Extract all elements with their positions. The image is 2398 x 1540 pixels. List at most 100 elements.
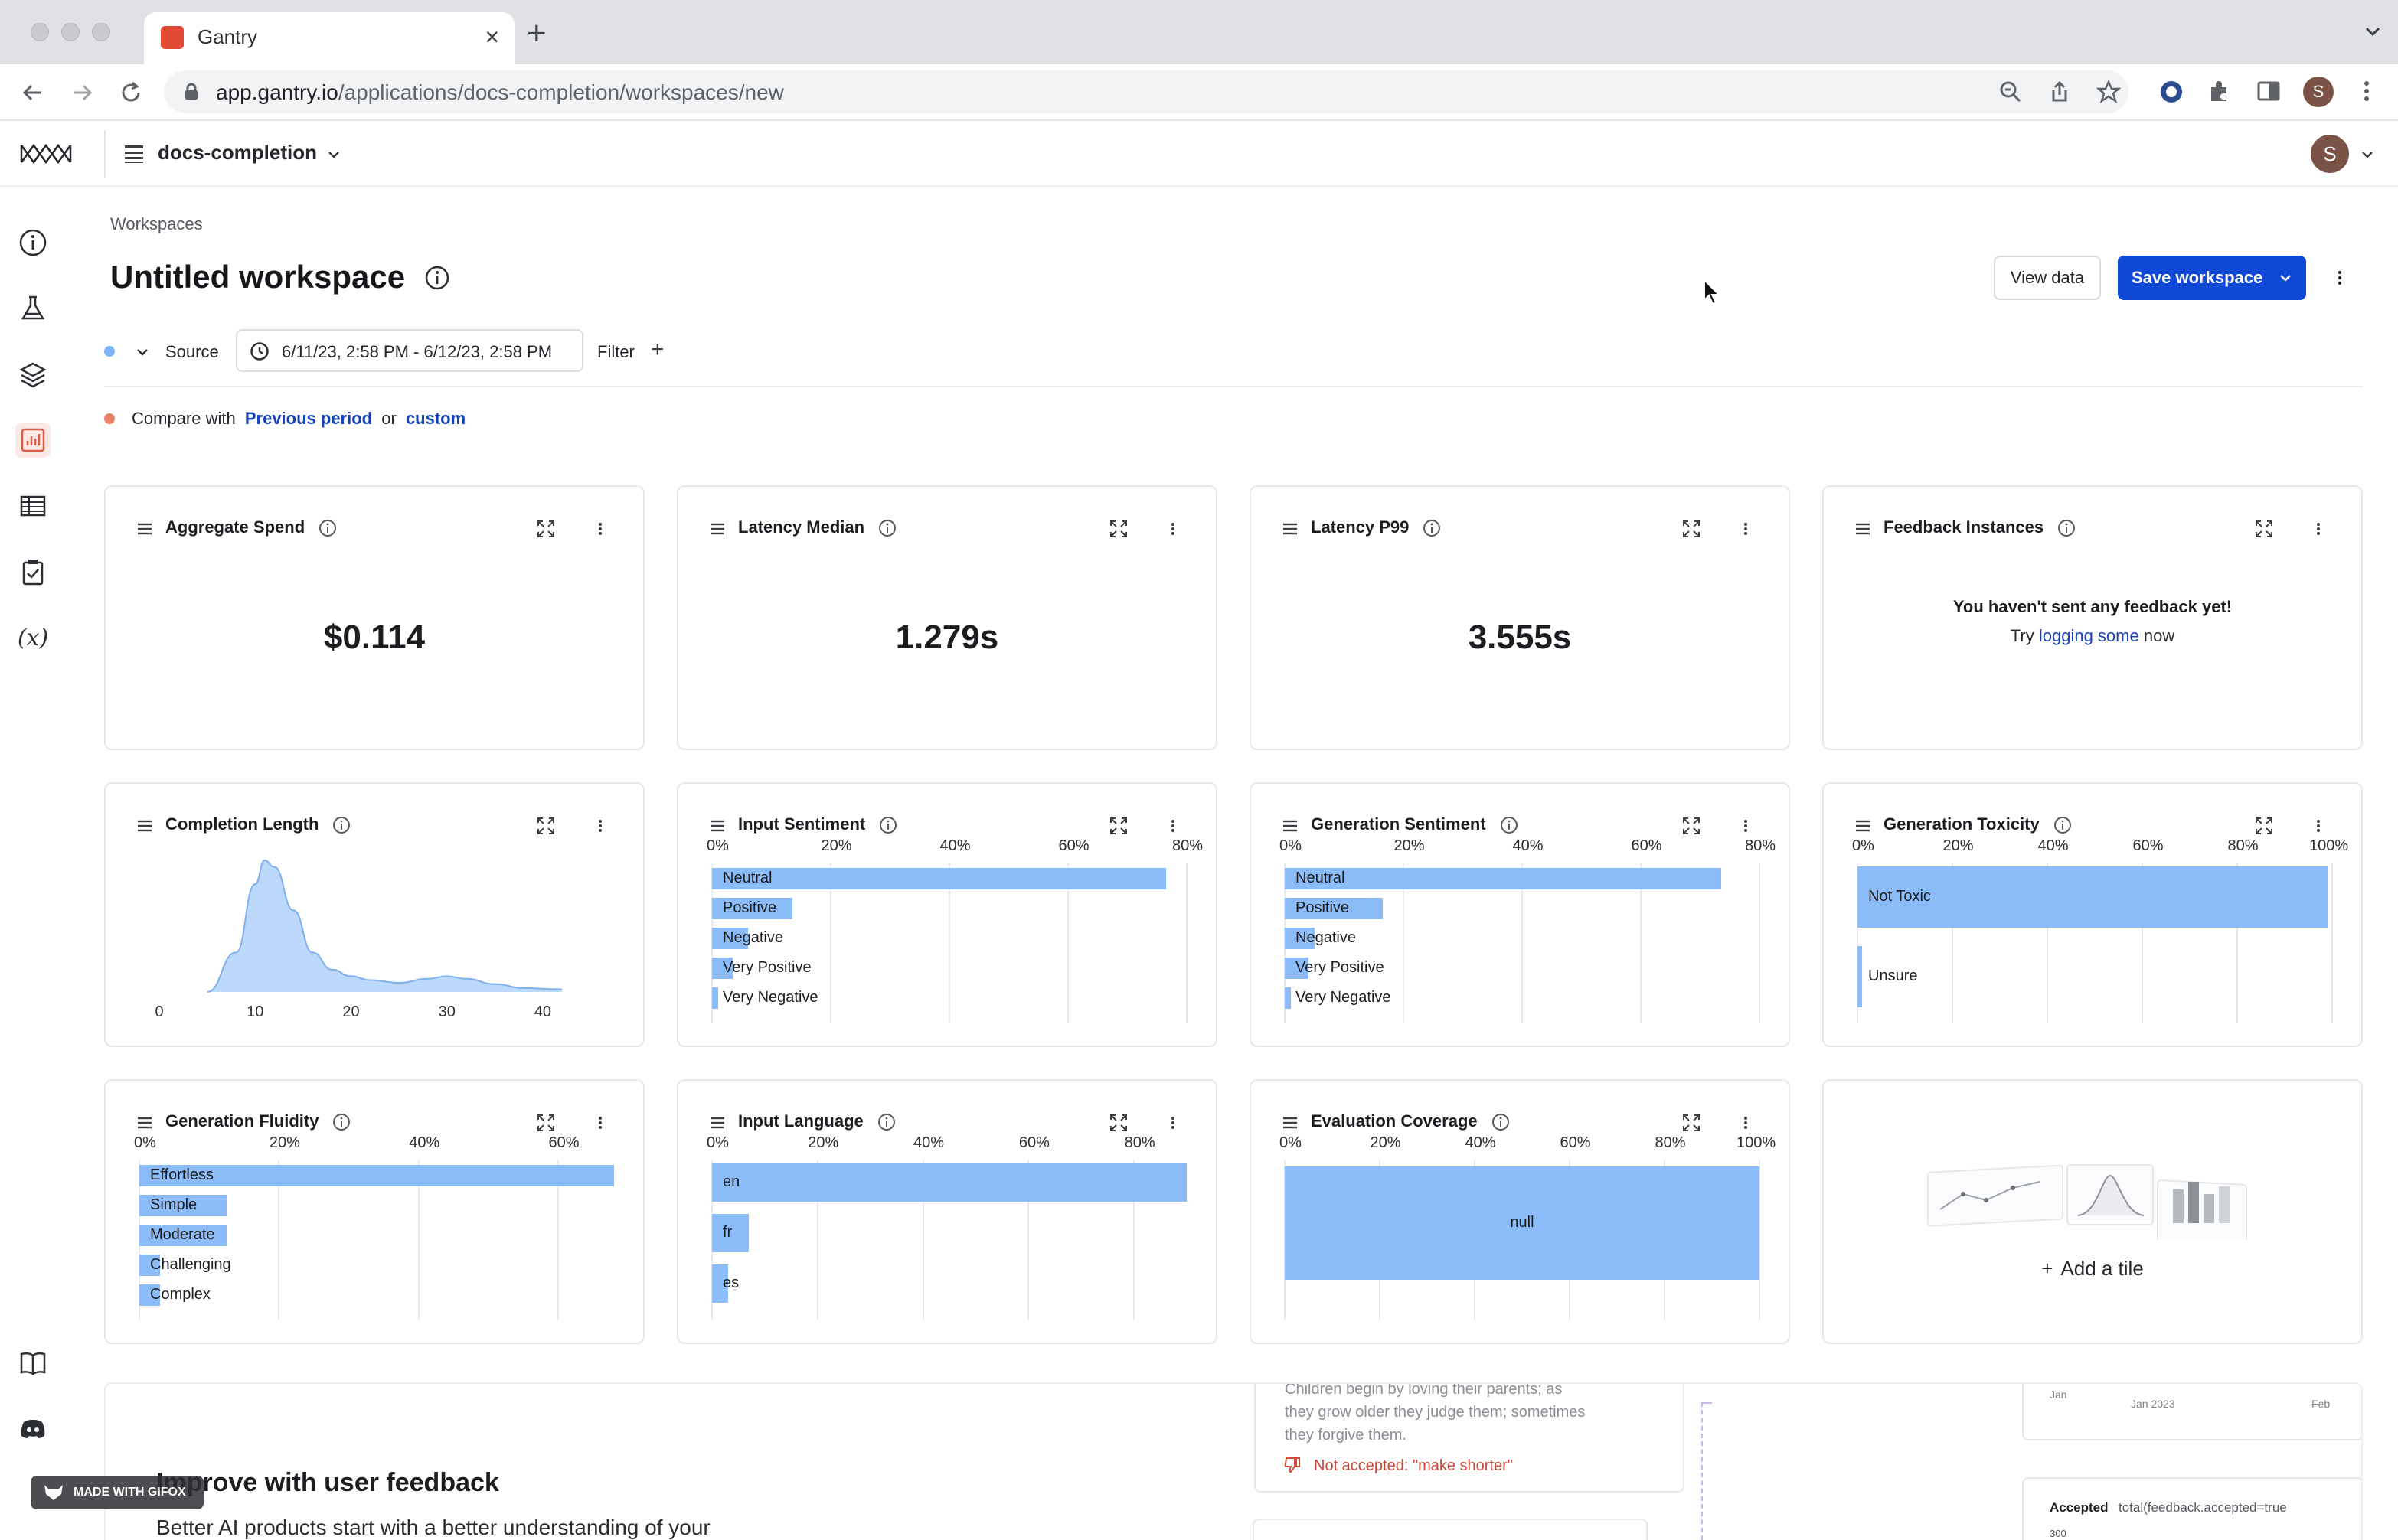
sidebar-item-variables[interactable]: (𝑥) xyxy=(15,620,51,655)
tile-more-icon[interactable] xyxy=(1741,1113,1750,1133)
add-filter-icon[interactable]: + xyxy=(651,337,665,362)
user-avatar[interactable]: S xyxy=(2311,135,2349,173)
drag-handle-icon[interactable] xyxy=(709,520,726,537)
drag-handle-icon[interactable] xyxy=(709,817,726,834)
drag-handle-icon[interactable] xyxy=(709,1114,726,1131)
expand-icon[interactable] xyxy=(536,1113,556,1133)
expand-icon[interactable] xyxy=(1681,1113,1701,1133)
tile-info-icon[interactable] xyxy=(332,1113,351,1131)
tile-info-icon[interactable] xyxy=(1423,519,1441,537)
tile-more-icon[interactable] xyxy=(2314,519,2323,539)
expand-icon[interactable] xyxy=(2254,519,2274,539)
save-workspace-button[interactable]: Save workspace xyxy=(2118,256,2306,300)
tile-info-icon[interactable] xyxy=(1500,816,1518,834)
feedback-logging-link[interactable]: logging some xyxy=(2038,626,2139,645)
tile-completion-length[interactable]: Completion Length 0 10 20 30 40 xyxy=(104,782,645,1047)
gantry-logo-icon[interactable] xyxy=(20,142,74,165)
tile-generation-sentiment[interactable]: Generation Sentiment 0% 20% 40% 60% 80% Neutr… xyxy=(1250,782,1790,1047)
bookmark-star-icon[interactable] xyxy=(2096,80,2121,104)
tile-generation-toxicity[interactable]: Generation Toxicity 0% 20% 40% 60% 80% 100% No… xyxy=(1822,782,2363,1047)
tile-latency-p99[interactable]: Latency P99 3.555s xyxy=(1250,485,1790,750)
tile-info-icon[interactable] xyxy=(879,816,897,834)
sidebar-item-data[interactable] xyxy=(15,488,51,524)
tile-evaluation-coverage[interactable]: Evaluation Coverage 0% 20% 40% 60% 80% 100% nu… xyxy=(1250,1079,1790,1344)
tile-more-icon[interactable] xyxy=(1168,519,1178,539)
tile-aggregate-spend[interactable]: Aggregate Spend $0.114 xyxy=(104,485,645,750)
new-tab-icon[interactable]: + xyxy=(527,15,547,52)
drag-handle-icon[interactable] xyxy=(136,817,153,834)
source-collapse-chevron-icon[interactable] xyxy=(135,344,150,360)
window-minimize-control[interactable] xyxy=(61,23,80,41)
tile-info-icon[interactable] xyxy=(319,519,337,537)
tile-info-icon[interactable] xyxy=(2053,816,2072,834)
tile-info-icon[interactable] xyxy=(332,816,351,834)
tile-more-icon[interactable] xyxy=(596,1113,605,1133)
sidebar-item-overview[interactable] xyxy=(15,225,51,260)
date-range-picker[interactable]: 6/11/23, 2:58 PM - 6/12/23, 2:58 PM xyxy=(236,329,583,372)
tile-info-icon[interactable] xyxy=(2057,519,2076,537)
source-label[interactable]: Source xyxy=(165,342,219,361)
page-title[interactable]: Untitled workspace xyxy=(110,259,406,295)
drag-handle-icon[interactable] xyxy=(136,520,153,537)
tile-input-sentiment[interactable]: Input Sentiment 0% 20% 40% 60% 80% Neutral Pos… xyxy=(677,782,1217,1047)
app-switcher-chevron-icon[interactable] xyxy=(326,147,341,162)
breadcrumb[interactable]: Workspaces xyxy=(110,214,203,233)
save-options-chevron-icon[interactable] xyxy=(2279,271,2292,285)
tile-more-icon[interactable] xyxy=(596,816,605,836)
share-icon[interactable] xyxy=(2047,80,2072,104)
tile-more-icon[interactable] xyxy=(2314,816,2323,836)
expand-icon[interactable] xyxy=(2254,816,2274,836)
tile-info-icon[interactable] xyxy=(877,1113,896,1131)
compare-previous-link[interactable]: Previous period xyxy=(244,409,373,428)
application-name[interactable]: docs-completion xyxy=(158,141,318,164)
sidebar-item-layers[interactable] xyxy=(15,357,51,392)
extensions-icon[interactable] xyxy=(2207,78,2233,104)
browser-tab[interactable]: Gantry × xyxy=(144,12,515,64)
sidebar-item-workspaces[interactable] xyxy=(15,423,51,458)
window-zoom-control[interactable] xyxy=(92,23,110,41)
view-data-button[interactable]: View data xyxy=(1994,256,2101,300)
tile-info-icon[interactable] xyxy=(1491,1113,1510,1131)
browser-profile-avatar[interactable]: S xyxy=(2303,77,2334,107)
expand-icon[interactable] xyxy=(1109,816,1129,836)
zoom-icon[interactable] xyxy=(1998,80,2023,104)
compare-custom-link[interactable]: custom xyxy=(405,409,466,428)
filter-button[interactable]: Filter xyxy=(597,342,635,361)
drag-handle-icon[interactable] xyxy=(1854,520,1871,537)
drag-handle-icon[interactable] xyxy=(1854,817,1871,834)
tab-close-icon[interactable]: × xyxy=(485,23,499,51)
tab-list-chevron-icon[interactable] xyxy=(2363,21,2383,41)
workspace-more-icon[interactable] xyxy=(2332,266,2347,289)
reload-icon[interactable] xyxy=(118,80,144,106)
expand-icon[interactable] xyxy=(536,816,556,836)
expand-icon[interactable] xyxy=(536,519,556,539)
sidebar-item-evaluations[interactable] xyxy=(15,554,51,589)
password-manager-icon[interactable] xyxy=(2158,78,2185,106)
tile-input-language[interactable]: Input Language 0% 20% 40% 60% 80% en fr es xyxy=(677,1079,1217,1344)
expand-icon[interactable] xyxy=(1109,1113,1129,1133)
tile-latency-median[interactable]: Latency Median 1.279s xyxy=(677,485,1217,750)
sidebar-item-discord[interactable] xyxy=(15,1411,51,1447)
drag-handle-icon[interactable] xyxy=(1282,817,1299,834)
forward-icon[interactable] xyxy=(69,80,95,106)
drag-handle-icon[interactable] xyxy=(1282,1114,1299,1131)
back-icon[interactable] xyxy=(20,80,46,106)
tile-more-icon[interactable] xyxy=(1741,816,1750,836)
tile-more-icon[interactable] xyxy=(1741,519,1750,539)
side-panel-icon[interactable] xyxy=(2256,78,2282,104)
address-bar[interactable]: app.gantry.io/applications/docs-completi… xyxy=(164,70,2128,113)
tile-feedback-instances[interactable]: Feedback Instances You haven't sent any … xyxy=(1822,485,2363,750)
browser-menu-icon[interactable] xyxy=(2354,78,2380,104)
tile-more-icon[interactable] xyxy=(1168,816,1178,836)
add-tile-button[interactable]: + Add a tile xyxy=(1824,1257,2361,1281)
drag-handle-icon[interactable] xyxy=(136,1114,153,1131)
expand-icon[interactable] xyxy=(1681,816,1701,836)
window-close-control[interactable] xyxy=(31,23,49,41)
tile-generation-fluidity[interactable]: Generation Fluidity 0% 20% 40% 60% Effortles… xyxy=(104,1079,645,1344)
expand-icon[interactable] xyxy=(1109,519,1129,539)
tile-add-tile[interactable]: + Add a tile xyxy=(1822,1079,2363,1344)
title-info-icon[interactable] xyxy=(424,265,450,291)
tile-more-icon[interactable] xyxy=(596,519,605,539)
user-menu-chevron-icon[interactable] xyxy=(2360,147,2375,162)
drag-handle-icon[interactable] xyxy=(1282,520,1299,537)
